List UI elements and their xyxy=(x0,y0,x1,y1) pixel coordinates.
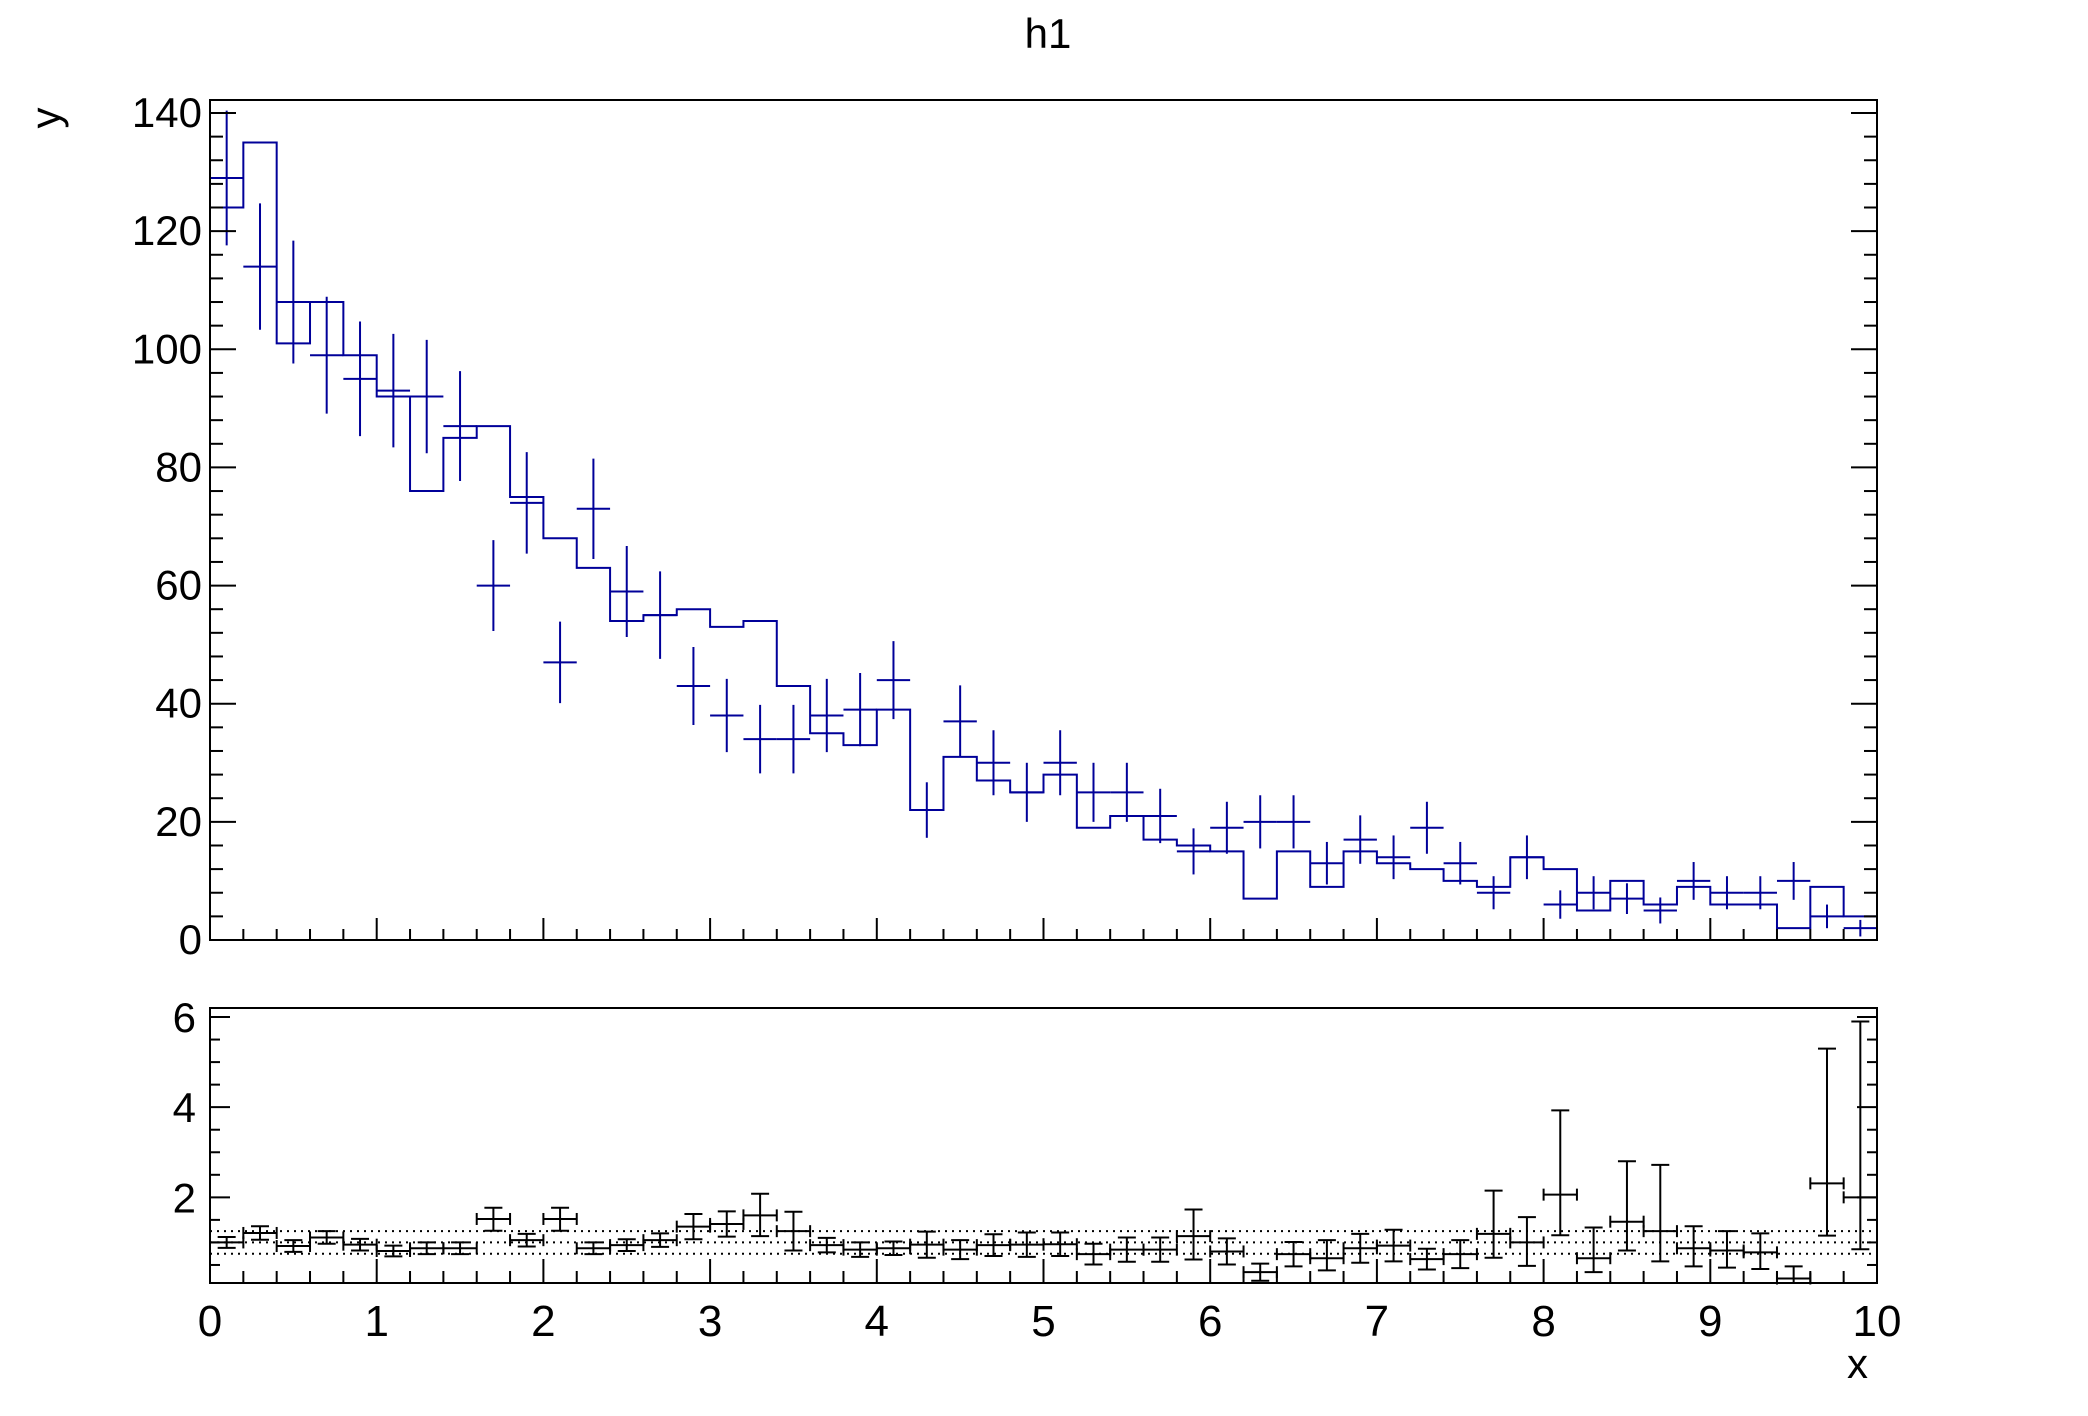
tick-label: 4 xyxy=(173,1084,196,1131)
chart-title: h1 xyxy=(1025,10,1072,57)
tick-label: 8 xyxy=(1531,1297,1555,1346)
y-axis-title: y xyxy=(22,108,69,129)
tick-label: 4 xyxy=(865,1297,889,1346)
plot-frames xyxy=(209,99,1878,1284)
tick-label: 140 xyxy=(132,89,202,136)
tick-label: 100 xyxy=(132,325,202,372)
axis-ticks xyxy=(209,111,1878,1283)
tick-label: 80 xyxy=(155,443,202,490)
tick-label: 9 xyxy=(1698,1297,1722,1346)
tick-label: 7 xyxy=(1365,1297,1389,1346)
tick-label: 0 xyxy=(198,1297,222,1346)
tick-label: 5 xyxy=(1031,1297,1055,1346)
histogram-step-line xyxy=(210,141,1878,940)
x-axis-title: x xyxy=(1847,1340,1868,1387)
data-points-with-errors xyxy=(210,110,1877,937)
tick-label: 2 xyxy=(531,1297,555,1346)
tick-label: 10 xyxy=(1853,1297,1902,1346)
tick-label: 0 xyxy=(179,916,202,963)
tick-label: 2 xyxy=(173,1174,196,1221)
histogram-line-path xyxy=(210,141,1878,940)
ratio-points-with-errors xyxy=(209,1020,1878,1285)
tick-label: 3 xyxy=(698,1297,722,1346)
tick-label: 1 xyxy=(364,1297,388,1346)
tick-label: 20 xyxy=(155,798,202,845)
tick-label: 40 xyxy=(155,680,202,727)
tick-label: 6 xyxy=(173,994,196,1041)
tick-label: 120 xyxy=(132,207,202,254)
tick-label: 6 xyxy=(1198,1297,1222,1346)
tick-label: 60 xyxy=(155,562,202,609)
